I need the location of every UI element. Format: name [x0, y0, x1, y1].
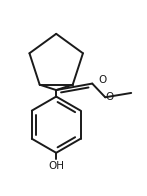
Text: OH: OH [48, 161, 64, 171]
Text: O: O [105, 92, 113, 102]
Text: O: O [98, 75, 106, 85]
